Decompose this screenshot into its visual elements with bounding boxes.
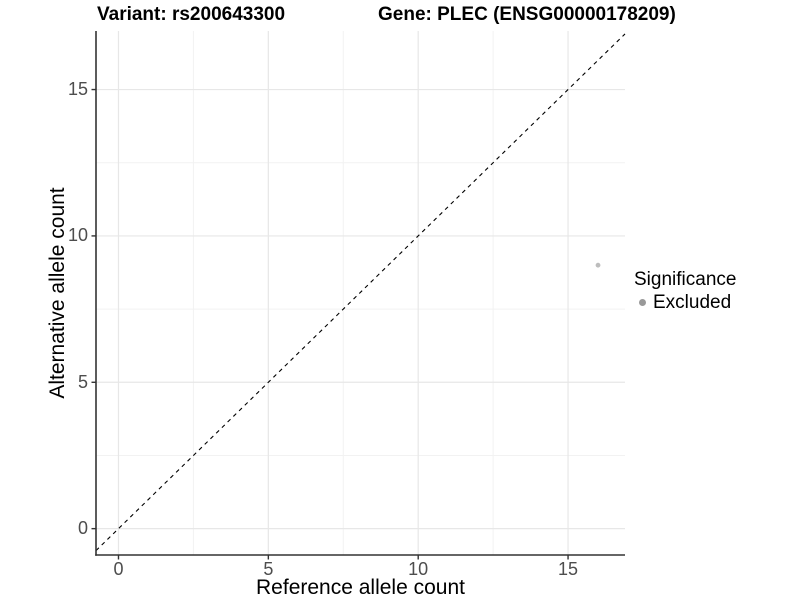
x-tick-label: 0 (113, 559, 124, 579)
legend-point-icon (639, 299, 646, 306)
y-tick-label: 5 (77, 371, 88, 392)
x-tick-label: 10 (408, 559, 429, 579)
plot-title-variant: Variant: rs200643300 (97, 4, 286, 25)
y-axis-title: Alternative allele count (46, 187, 69, 399)
legend-title: Significance (634, 269, 737, 290)
x-axis-title: Reference allele count (256, 576, 465, 599)
identity-reference-line (95, 33, 626, 552)
legend-item-label: Excluded (653, 292, 732, 313)
legend-item: Excluded (634, 292, 736, 313)
y-tick-label: 0 (77, 518, 88, 539)
x-tick-label: 5 (263, 559, 274, 579)
y-tick-label: 10 (67, 225, 88, 246)
y-tick-label: 15 (67, 79, 88, 100)
data-point (595, 262, 601, 268)
legend-items: Excluded (634, 292, 736, 313)
legend: Significance Excluded (634, 269, 736, 313)
plot-title-gene: Gene: PLEC (ENSG00000178209) (378, 4, 676, 25)
x-tick-label: 15 (558, 559, 579, 579)
